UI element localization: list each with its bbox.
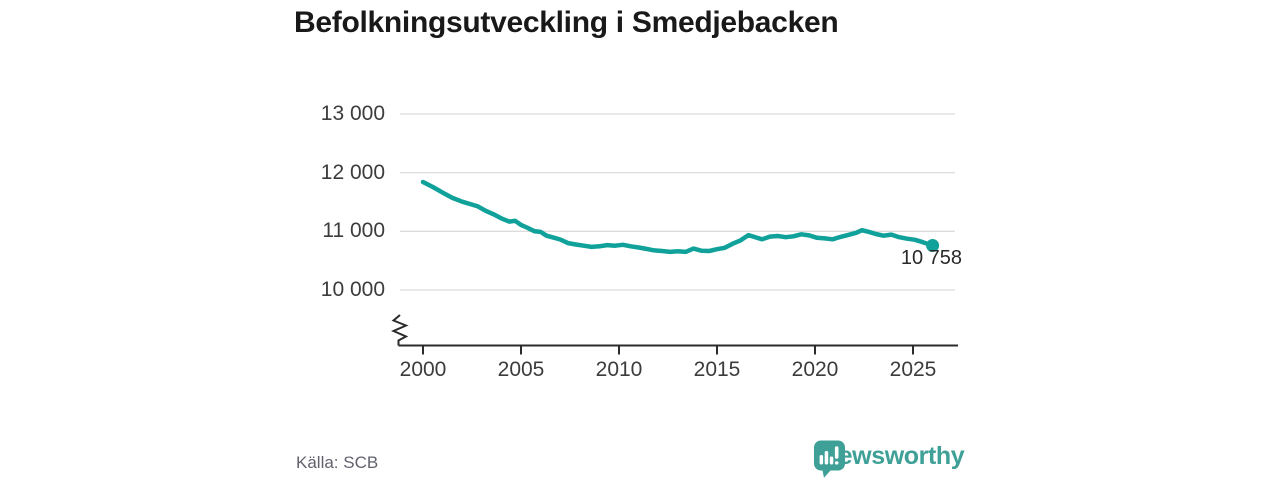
last-point-dot bbox=[926, 239, 940, 253]
x-axis-tick-label: 2015 bbox=[693, 358, 741, 381]
y-axis-tick-label: 12 000 bbox=[320, 160, 385, 184]
source-note: Källa: SCB bbox=[296, 453, 379, 472]
chart-title: Befolkningsutveckling i Smedjebacken bbox=[294, 6, 839, 39]
x-axis-tick-label: 2000 bbox=[399, 358, 447, 381]
y-axis-tick-label: 11 000 bbox=[322, 219, 385, 243]
y-axis-break-zigzag bbox=[391, 314, 409, 346]
newsworthy-logo: Newsworthy bbox=[813, 440, 965, 480]
x-axis-tick-label: 2010 bbox=[595, 358, 643, 381]
y-axis-tick-label: 10 000 bbox=[320, 278, 385, 301]
last-value-label: 10 758 bbox=[900, 247, 962, 269]
y-axis-tick-label: 13 000 bbox=[320, 101, 385, 125]
x-axis-tick-label: 2005 bbox=[497, 358, 545, 381]
x-axis-tick-label: 2020 bbox=[791, 358, 839, 381]
newsworthy-speech-bubble-barchart-icon bbox=[814, 440, 845, 478]
population-line-series bbox=[420, 179, 935, 255]
x-axis-tick-label: 2025 bbox=[889, 358, 937, 381]
